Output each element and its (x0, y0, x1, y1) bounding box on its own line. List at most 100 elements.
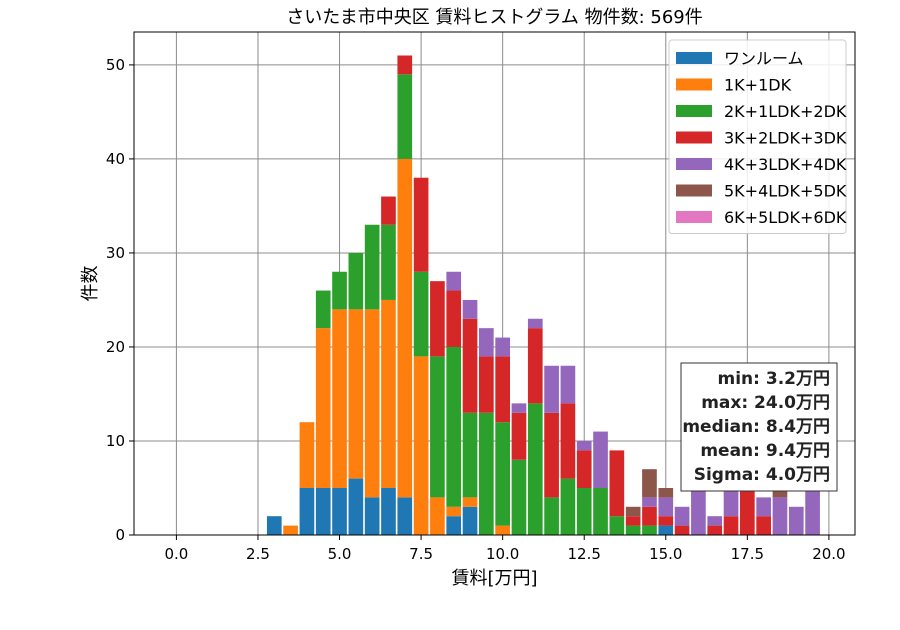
legend-swatch (676, 211, 712, 223)
bar-segment (430, 281, 445, 357)
bar-segment (446, 516, 462, 535)
bar-segment (772, 497, 788, 535)
bar-segment (772, 487, 788, 498)
x-tick-label: 12.5 (568, 545, 601, 563)
legend-swatch (676, 131, 712, 144)
bar-segment (397, 74, 413, 159)
chart-title: さいたま市中央区 賃料ヒストグラム 物件数: 569件 (286, 7, 703, 28)
bar-segment (446, 271, 462, 291)
bar-segment (756, 497, 771, 517)
y-axis-label: 件数 (80, 266, 101, 302)
x-tick-label: 15.0 (649, 545, 682, 563)
x-axis-label: 賃料[万円] (451, 568, 537, 589)
bar-segment (625, 516, 641, 526)
bar-segment (560, 478, 576, 535)
bar-segment (315, 290, 331, 329)
legend-label: 6K+5LDK+6DK (724, 208, 847, 227)
bar-segment (364, 309, 380, 498)
bar-segment (658, 497, 674, 517)
bar-segment (707, 516, 723, 526)
bar-segment (495, 337, 510, 357)
bar-segment (723, 516, 739, 535)
bar-segment (707, 525, 723, 535)
bar-segment (381, 224, 396, 300)
bar-segment (593, 431, 608, 488)
bar-segment (446, 506, 462, 517)
stats-line: median: 8.4万円 (682, 417, 830, 437)
x-tick-label: 7.5 (409, 545, 433, 563)
bar-segment (593, 487, 608, 535)
bar-segment (462, 497, 478, 507)
y-tick-label: 10 (106, 432, 125, 450)
bar-segment (674, 506, 690, 526)
x-tick-label: 0.0 (164, 545, 188, 563)
bar-segment (332, 271, 347, 310)
legend-swatch (676, 78, 712, 91)
bar-segment (609, 450, 625, 517)
legend-label: 3K+2LDK+3DK (724, 129, 847, 148)
ticks: 0.0 2.5 5.0 7.5 10.0 12.5 15.0 17.5 20.0 0 10 20 30 4… (106, 56, 846, 563)
bar-segment (299, 487, 315, 535)
bar-segment (462, 299, 478, 319)
bar-segment (283, 525, 298, 535)
bar-segment (576, 487, 592, 535)
bar-segment (413, 177, 429, 272)
x-tick-label: 17.5 (731, 545, 764, 563)
y-tick-label: 30 (106, 244, 125, 262)
bar-segment (511, 459, 527, 535)
bar-segment (756, 516, 771, 535)
stats-line: min: 3.2万円 (718, 369, 830, 389)
bar-segment (364, 497, 380, 535)
bar-segment (479, 328, 494, 357)
y-tick-label: 20 (106, 338, 125, 356)
bar-segment (446, 346, 462, 507)
bar-segment (642, 506, 657, 526)
y-tick-label: 40 (106, 150, 125, 168)
bar-segment (430, 356, 445, 498)
bar-segment (527, 318, 543, 329)
bar-segment (266, 516, 282, 535)
x-tick-label: 20.0 (812, 545, 845, 563)
legend-label: 5K+4LDK+5DK (724, 182, 847, 201)
bar-segment (723, 487, 739, 517)
bar-segment (462, 412, 478, 498)
legend-label: ワンルーム (724, 49, 804, 68)
bar-segment (788, 506, 804, 535)
bar-segment (642, 497, 657, 507)
bar-segment (315, 328, 331, 488)
stats-line: mean: 9.4万円 (700, 441, 830, 461)
bar-segment (495, 356, 510, 423)
bar-segment (625, 525, 641, 535)
bar-segment (381, 487, 396, 535)
bar-segment (560, 365, 576, 404)
y-tick-label: 50 (106, 56, 125, 74)
bar-segment (315, 487, 331, 535)
bar-segment (658, 525, 674, 535)
bar-segment (642, 525, 657, 535)
plot-frame (133, 31, 856, 536)
bar-segment (348, 309, 364, 479)
bar-segment (544, 412, 559, 498)
legend-swatch (676, 52, 712, 64)
bar-segment (462, 318, 478, 413)
stats-box-frame (680, 362, 838, 492)
bar-segment (527, 403, 543, 535)
legend-swatch (676, 105, 712, 117)
legend-box (668, 39, 847, 234)
bar-segment (625, 506, 641, 517)
bar-segment (527, 328, 543, 404)
bar-segment (462, 506, 478, 535)
bar-segment (479, 356, 494, 413)
bar-segment (446, 290, 462, 347)
bar-segment (397, 55, 413, 75)
legend-label: 1K+1DK (724, 76, 792, 95)
legend-swatch (676, 184, 712, 197)
stats-line: Sigma: 4.0万円 (694, 465, 830, 485)
legend-label: 4K+3LDK+4DK (724, 155, 847, 174)
bar-segment (495, 525, 510, 535)
bar-segment (397, 497, 413, 535)
bars (266, 55, 820, 535)
stats-line: max: 24.0万円 (701, 393, 830, 413)
bar-segment (511, 412, 527, 460)
